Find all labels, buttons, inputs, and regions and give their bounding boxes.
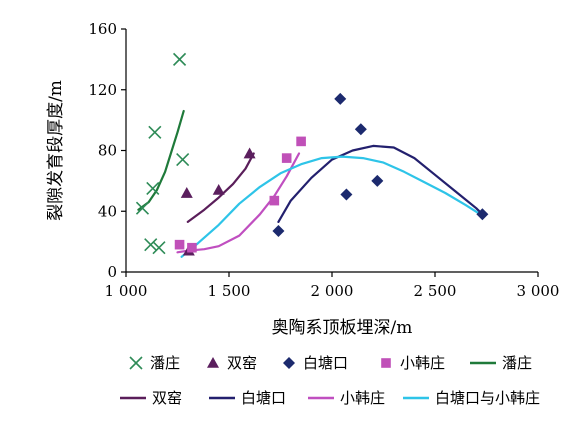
data-point <box>371 174 384 187</box>
legend-marker <box>207 357 219 368</box>
x-tick-label: 1 500 <box>208 282 251 300</box>
data-point <box>269 195 280 206</box>
legend-item: 白塘口 <box>209 389 286 407</box>
data-point <box>334 92 347 105</box>
data-point <box>148 125 162 139</box>
legend-label: 白塘口 <box>241 389 286 407</box>
legend-marker <box>129 356 143 370</box>
x-tick-label: 3 000 <box>517 282 560 300</box>
legend-item: 双窑 <box>120 389 182 407</box>
data-point <box>296 136 306 147</box>
trend-line <box>176 152 301 254</box>
x-axis-title: 奥陶系顶板埋深/m <box>272 318 413 338</box>
legend-item: 白塘口 <box>283 354 348 372</box>
data-point <box>174 239 185 250</box>
legend-item: 小韩庄 <box>308 389 385 407</box>
x-tick-label: 1 000 <box>105 282 148 300</box>
data-point <box>135 201 150 215</box>
legend-label: 双窑 <box>152 389 182 407</box>
legend-label: 小韩庄 <box>340 389 385 407</box>
y-tick-label: 0 <box>107 263 117 281</box>
legend-label: 白塘口 <box>303 354 348 372</box>
data-point <box>152 241 166 255</box>
data-point <box>212 183 225 195</box>
data-point <box>476 208 489 221</box>
data-point <box>172 52 187 66</box>
legend-label: 白塘口与小韩庄 <box>435 389 540 407</box>
data-point <box>243 147 256 159</box>
data-point <box>340 188 353 201</box>
data-point <box>144 238 158 252</box>
data-point <box>281 153 292 163</box>
trend-line <box>277 144 484 223</box>
legend-label: 小韩庄 <box>400 354 445 372</box>
trend-line <box>180 155 482 258</box>
data-point <box>354 123 367 136</box>
legend-label: 潘庄 <box>502 354 532 372</box>
legend-item: 潘庄 <box>129 354 180 372</box>
legend-marker <box>283 357 295 369</box>
legend-item: 双窑 <box>207 354 257 372</box>
y-tick-label: 80 <box>98 142 117 160</box>
axes: 1 000 1 500 2 000 2 500 3 000 0 40 80 120 160 <box>88 20 559 300</box>
y-tick-label: 120 <box>88 81 117 99</box>
legend-item: 白塘口与小韩庄 <box>403 389 540 407</box>
data-point <box>180 187 193 198</box>
data-point <box>272 224 285 237</box>
trend-line <box>137 109 185 211</box>
legend-label: 双窑 <box>227 354 257 372</box>
legend-item: 小韩庄 <box>381 354 445 372</box>
data-point <box>187 242 197 253</box>
trend-line <box>186 152 255 223</box>
data-point <box>146 181 160 196</box>
data-point <box>176 153 190 167</box>
x-tick-label: 2 000 <box>311 282 354 300</box>
y-tick-label: 160 <box>88 20 117 38</box>
y-tick-label: 40 <box>98 202 117 220</box>
legend-marker <box>381 358 391 368</box>
y-axis-ticks: 0 40 80 120 160 <box>88 20 126 281</box>
legend-item: 潘庄 <box>470 354 532 372</box>
data-markers <box>135 52 489 256</box>
trend-lines <box>137 109 484 258</box>
x-tick-label: 2 500 <box>414 282 457 300</box>
legend-label: 潘庄 <box>150 354 180 372</box>
x-axis-ticks: 1 000 1 500 2 000 2 500 3 000 <box>105 272 560 300</box>
y-axis-title: 裂隙发育段厚度/m <box>46 80 66 221</box>
